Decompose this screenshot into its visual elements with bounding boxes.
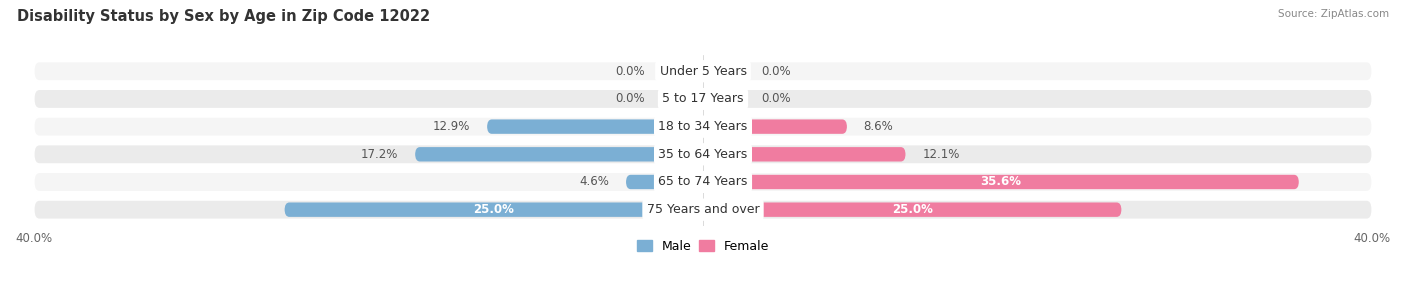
FancyBboxPatch shape	[703, 175, 1299, 189]
Text: 4.6%: 4.6%	[579, 175, 609, 188]
Text: Source: ZipAtlas.com: Source: ZipAtlas.com	[1278, 9, 1389, 19]
Text: 5 to 17 Years: 5 to 17 Years	[662, 92, 744, 106]
FancyBboxPatch shape	[703, 203, 1122, 217]
FancyBboxPatch shape	[284, 203, 703, 217]
Text: 35 to 64 Years: 35 to 64 Years	[658, 148, 748, 161]
Text: 18 to 34 Years: 18 to 34 Years	[658, 120, 748, 133]
FancyBboxPatch shape	[486, 120, 703, 134]
Text: 12.1%: 12.1%	[922, 148, 960, 161]
Text: 0.0%: 0.0%	[762, 65, 792, 78]
Text: 0.0%: 0.0%	[614, 92, 644, 106]
FancyBboxPatch shape	[703, 92, 745, 106]
Text: Under 5 Years: Under 5 Years	[659, 65, 747, 78]
FancyBboxPatch shape	[661, 92, 703, 106]
FancyBboxPatch shape	[34, 172, 1372, 192]
Text: 17.2%: 17.2%	[361, 148, 398, 161]
Text: 25.0%: 25.0%	[474, 203, 515, 216]
FancyBboxPatch shape	[34, 61, 1372, 81]
Text: 25.0%: 25.0%	[891, 203, 932, 216]
FancyBboxPatch shape	[34, 117, 1372, 137]
Legend: Male, Female: Male, Female	[631, 235, 775, 258]
FancyBboxPatch shape	[703, 64, 745, 78]
FancyBboxPatch shape	[34, 200, 1372, 220]
Text: 65 to 74 Years: 65 to 74 Years	[658, 175, 748, 188]
Text: 8.6%: 8.6%	[863, 120, 893, 133]
Text: Disability Status by Sex by Age in Zip Code 12022: Disability Status by Sex by Age in Zip C…	[17, 9, 430, 24]
Text: 35.6%: 35.6%	[980, 175, 1021, 188]
FancyBboxPatch shape	[34, 89, 1372, 109]
FancyBboxPatch shape	[661, 64, 703, 78]
FancyBboxPatch shape	[703, 120, 846, 134]
FancyBboxPatch shape	[703, 147, 905, 162]
FancyBboxPatch shape	[626, 175, 703, 189]
Text: 75 Years and over: 75 Years and over	[647, 203, 759, 216]
Text: 12.9%: 12.9%	[433, 120, 471, 133]
Text: 0.0%: 0.0%	[762, 92, 792, 106]
FancyBboxPatch shape	[415, 147, 703, 162]
FancyBboxPatch shape	[34, 144, 1372, 164]
Text: 0.0%: 0.0%	[614, 65, 644, 78]
